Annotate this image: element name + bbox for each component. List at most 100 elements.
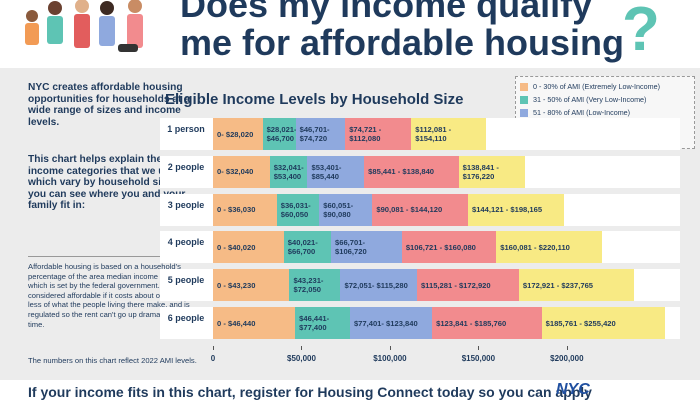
x-tick: [213, 346, 214, 350]
row-label: 2 people: [167, 161, 205, 172]
bar: 0- $28,020: [213, 118, 263, 150]
bar-label: $43,231- $72,050: [293, 276, 324, 295]
bar: $123,841 - $185,760: [432, 307, 542, 339]
bar-label: $46,701- $74,720: [299, 125, 330, 143]
bar: $46,701- $74,720: [295, 118, 346, 150]
bar: 0 - $43,230: [213, 269, 290, 302]
row-label: 4 people: [167, 237, 205, 248]
bar-label: 0 - $46,440: [217, 318, 256, 328]
bar-label: 0 - $40,020: [217, 242, 256, 252]
legend-item: 0 - 30% of AMI (Extremely Low-Income): [520, 80, 690, 93]
bar: $66,701- $106,720: [331, 231, 402, 264]
legend-item: 51 - 80% of AMI (Low-Income): [520, 106, 690, 119]
bar: $72,051- $115,280: [340, 269, 417, 302]
bar-label: $36,031- $60,050: [280, 200, 311, 219]
bar-label: $40,021- $66,700: [287, 238, 318, 257]
chart: 1 person 0- $28,020 $28,021- $46,700 $46,70…: [160, 118, 680, 363]
bar-label: $72,051- $115,280: [344, 280, 408, 290]
bar: $74,721 - $112,080: [345, 118, 412, 150]
bar-label: 0- $32,040: [217, 167, 254, 177]
bar: $144,121 - $198,165: [467, 193, 564, 226]
bar-label: $28,021- $46,700: [266, 125, 296, 143]
intro-note: The numbers on this chart reflect 2022 A…: [28, 356, 197, 365]
footer-text: If your income fits in this chart, regis…: [28, 384, 592, 400]
legend-swatch: [520, 108, 528, 117]
bar-label: $160,081 - $220,110: [500, 242, 570, 252]
bar: 0- $32,040: [213, 155, 270, 188]
intro-text: NYC creates affordable housing opportuni…: [28, 82, 190, 128]
bar-label: $53,401- $85,440: [311, 162, 342, 181]
x-tick: [389, 346, 391, 350]
bar-label: $138,841 - $176,220: [462, 162, 499, 181]
bar-label: 0 - $36,030: [217, 205, 256, 215]
row-label: 6 people: [167, 313, 205, 323]
headline: me for affordable housing: [180, 22, 625, 63]
bar: $53,401- $85,440: [307, 155, 365, 188]
bar: 0 - $36,030: [213, 193, 277, 226]
intro-note: Affordable housing is based on a househo…: [28, 262, 198, 329]
bar: $90,081 - $144,120: [372, 193, 468, 226]
bar: 0 - $46,440: [213, 307, 296, 339]
intro-text: This chart helps explain the income cate…: [28, 154, 190, 212]
bar-label: $106,721 - $160,080: [405, 242, 476, 252]
x-tick-label: $50,000: [286, 354, 316, 363]
bar-label: $66,701- $106,720: [335, 238, 367, 257]
bar-label: $74,721 - $112,080: [349, 125, 382, 143]
bar-label: $77,401- $123,840: [353, 318, 418, 328]
bar: $112,081 - $154,110: [411, 118, 486, 150]
row-label: 5 people: [167, 275, 205, 286]
bar: $160,081 - $220,110: [496, 231, 603, 264]
bar: $185,761 - $255,420: [541, 307, 665, 339]
legend-label: 0 - 30% of AMI (Extremely Low-Income): [533, 82, 661, 91]
family-illustration: [25, 0, 143, 52]
bar-label: $185,761 - $255,420: [545, 318, 616, 328]
bar: $60,051- $90,080: [319, 193, 373, 226]
bar: $106,721 - $160,080: [401, 231, 497, 264]
x-tick: [566, 346, 568, 350]
question-mark-icon: ?: [622, 0, 660, 64]
legend-swatch: [520, 82, 528, 91]
bar: $85,441 - $138,840: [364, 155, 459, 188]
bar-label: $115,281 - $172,920: [420, 280, 491, 290]
x-tick: [478, 346, 480, 350]
divider: [28, 256, 200, 257]
chart-title: Eligible Income Levels by Household Size: [165, 91, 464, 108]
bar-label: $172,921 - $237,765: [522, 280, 594, 290]
bar: $43,231- $72,050: [289, 269, 341, 302]
bar-label: $144,121 - $198,165: [471, 205, 543, 215]
bar: $32,041- $53,400: [269, 155, 308, 188]
bar: $77,401- $123,840: [349, 307, 433, 339]
bar-label: $90,081 - $144,120: [376, 205, 443, 215]
bar-label: $32,041- $53,400: [273, 162, 304, 181]
bar-label: $60,051- $90,080: [323, 200, 354, 219]
x-tick-label: 0: [210, 354, 216, 363]
bar-label: 0- $28,020: [217, 129, 254, 139]
legend-item: 31 - 50% of AMI (Very Low-Income): [520, 93, 690, 106]
bar: $172,921 - $237,765: [518, 269, 634, 302]
bar: $46,441- $77,400: [295, 307, 350, 339]
people: [25, 0, 143, 52]
bar: $28,021- $46,700: [262, 118, 296, 150]
x-tick-label: $100,000: [373, 354, 407, 363]
x-tick-label: $150,000: [461, 354, 496, 363]
bar: $40,021- $66,700: [283, 231, 331, 264]
row-label: 1 person: [167, 124, 205, 134]
x-tick-label: $200,000: [550, 354, 584, 363]
bar: $138,841 - $176,220: [458, 155, 525, 188]
nyc-logo: NYC: [556, 381, 590, 398]
bar-label: $112,081 - $154,110: [415, 125, 452, 143]
legend-swatch: [520, 95, 528, 104]
bar-label: $46,441- $77,400: [299, 314, 330, 332]
bar-label: $85,441 - $138,840: [368, 167, 435, 177]
bar: 0 - $40,020: [213, 231, 284, 264]
bar: $115,281 - $172,920: [416, 269, 519, 302]
row-label: 3 people: [167, 199, 205, 210]
headline: Does my income qualify: [180, 0, 593, 25]
legend-label: 51 - 80% of AMI (Low-Income): [533, 108, 631, 117]
x-tick: [301, 346, 303, 350]
bar-label: $123,841 - $185,760: [436, 318, 507, 328]
bar-label: 0 - $43,230: [217, 280, 256, 290]
legend-label: 31 - 50% of AMI (Very Low-Income): [533, 95, 647, 104]
bar: $36,031- $60,050: [276, 193, 320, 226]
